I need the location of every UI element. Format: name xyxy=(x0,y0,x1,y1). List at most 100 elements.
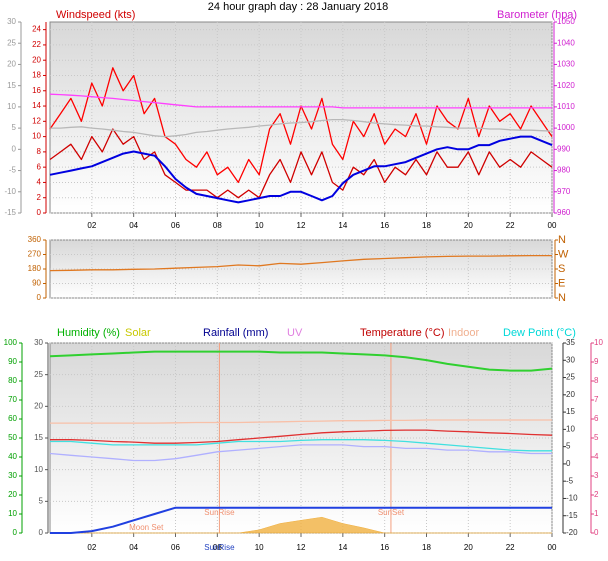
axis-title: Temperature (°C) xyxy=(360,327,444,339)
y2-tick-label: 5 xyxy=(566,442,571,451)
x-tick-label: 18 xyxy=(422,221,431,230)
y3-tick-label: 10 xyxy=(34,465,43,474)
y-tick-label: 20 xyxy=(8,490,17,499)
x-tick-label: 04 xyxy=(129,543,138,552)
x-tick-label: 08 xyxy=(213,543,222,552)
y-tick-label: 40 xyxy=(8,452,17,461)
line xyxy=(50,506,552,534)
y3-tick-label: 15 xyxy=(7,81,16,90)
y2-tick-label: N xyxy=(558,292,566,304)
x-tick-label: 20 xyxy=(464,221,473,230)
y2-tick-label: 10 xyxy=(566,424,575,433)
y4-tick-label: 2 xyxy=(594,490,599,499)
chart-title: 24 hour graph day : 28 January 2018 xyxy=(208,1,388,13)
axis-title: Indoor xyxy=(448,327,480,339)
y-tick-label: 360 xyxy=(28,235,42,244)
y-tick-label: 20 xyxy=(32,55,41,64)
x-tick-label: 10 xyxy=(255,543,264,552)
y-tick-label: 8 xyxy=(37,147,42,156)
y2-tick-label: S xyxy=(558,263,565,275)
y3-tick-label: 30 xyxy=(34,338,43,347)
y-tick-label: 10 xyxy=(8,509,17,518)
y-tick-label: 30 xyxy=(8,471,17,480)
x-tick-label: 00 xyxy=(548,543,557,552)
axis-title: Solar xyxy=(125,327,151,339)
x-tick-label: 04 xyxy=(129,221,138,230)
y2-tick-label: W xyxy=(558,248,569,260)
y3-tick-label: 5 xyxy=(39,496,44,505)
y2-tick-label: E xyxy=(558,277,565,289)
x-tick-label: 14 xyxy=(338,543,347,552)
line xyxy=(50,429,553,444)
y-tick-label: 10 xyxy=(32,132,41,141)
y3-tick-label: 0 xyxy=(12,144,17,153)
y2-tick-label: 990 xyxy=(557,144,571,153)
y4-tick-label: 6 xyxy=(594,414,599,423)
axis-title: UV xyxy=(287,327,303,339)
y2-tick-label: 980 xyxy=(557,166,571,175)
x-tick-label: 02 xyxy=(87,221,96,230)
x-tick-label: 08 xyxy=(213,221,222,230)
y-tick-label: 22 xyxy=(32,40,41,49)
y2-tick-label: 0 xyxy=(566,459,571,468)
y2-tick-label: -20 xyxy=(566,528,578,537)
y-tick-label: 14 xyxy=(32,101,41,110)
line xyxy=(50,118,553,138)
y4-tick-label: 1 xyxy=(594,509,599,518)
y3-tick-label: 30 xyxy=(7,17,16,26)
x-tick-label: 00 xyxy=(548,221,557,230)
y-tick-label: 270 xyxy=(28,250,42,259)
y3-tick-label: -5 xyxy=(9,166,17,175)
line xyxy=(50,439,552,452)
y-tick-label: 50 xyxy=(8,433,17,442)
area xyxy=(50,516,552,534)
y-tick-label: 16 xyxy=(32,86,41,95)
y3-tick-label: 0 xyxy=(39,528,44,537)
y2-tick-label: 1010 xyxy=(557,102,575,111)
x-tick-label: 16 xyxy=(380,221,389,230)
y2-axis-title: Barometer (hpa) xyxy=(497,9,577,21)
y-tick-label: 0 xyxy=(13,528,18,537)
y-tick-label: 70 xyxy=(8,395,17,404)
y4-tick-label: 3 xyxy=(594,471,599,480)
y4-tick-label: 4 xyxy=(594,452,599,461)
y3-tick-label: 15 xyxy=(34,433,43,442)
y3-tick-label: -15 xyxy=(4,208,16,217)
y4-tick-label: 8 xyxy=(594,376,599,385)
y2-tick-label: -10 xyxy=(566,494,578,503)
y-tick-label: 90 xyxy=(8,357,17,366)
line xyxy=(49,254,552,272)
axis-title: Dew Point (°C) xyxy=(503,327,576,339)
y2-tick-label: 1040 xyxy=(557,38,575,47)
y3-tick-label: 20 xyxy=(34,401,43,410)
y-tick-label: 0 xyxy=(37,208,42,217)
y-tick-label: 12 xyxy=(32,116,41,125)
y-tick-label: 0 xyxy=(37,293,42,302)
y4-tick-label: 0 xyxy=(594,528,599,537)
line xyxy=(49,67,553,184)
y2-tick-label: N xyxy=(558,234,566,246)
y4-tick-label: 9 xyxy=(594,357,599,366)
y3-tick-label: 5 xyxy=(12,123,17,132)
x-tick-label: 16 xyxy=(380,543,389,552)
line xyxy=(49,128,553,199)
y-tick-label: 180 xyxy=(28,264,42,273)
y4-tick-label: 7 xyxy=(594,395,599,404)
line xyxy=(49,135,553,204)
y4-tick-label: 10 xyxy=(594,338,603,347)
axis-title: Rainfall (mm) xyxy=(203,327,268,339)
y2-tick-label: -15 xyxy=(566,511,578,520)
y-tick-label: 4 xyxy=(37,178,42,187)
annotation: SunRise xyxy=(204,508,235,517)
y-tick-label: 100 xyxy=(4,338,18,347)
line xyxy=(49,444,552,462)
y-tick-label: 90 xyxy=(32,279,41,288)
x-tick-label: 12 xyxy=(297,221,306,230)
annotation: Moon Set xyxy=(129,523,164,532)
annotation: SunSet xyxy=(378,508,405,517)
x-tick-label: 06 xyxy=(171,221,180,230)
y2-tick-label: -5 xyxy=(566,476,574,485)
y2-tick-label: 1030 xyxy=(557,60,575,69)
x-tick-label: 14 xyxy=(338,221,347,230)
